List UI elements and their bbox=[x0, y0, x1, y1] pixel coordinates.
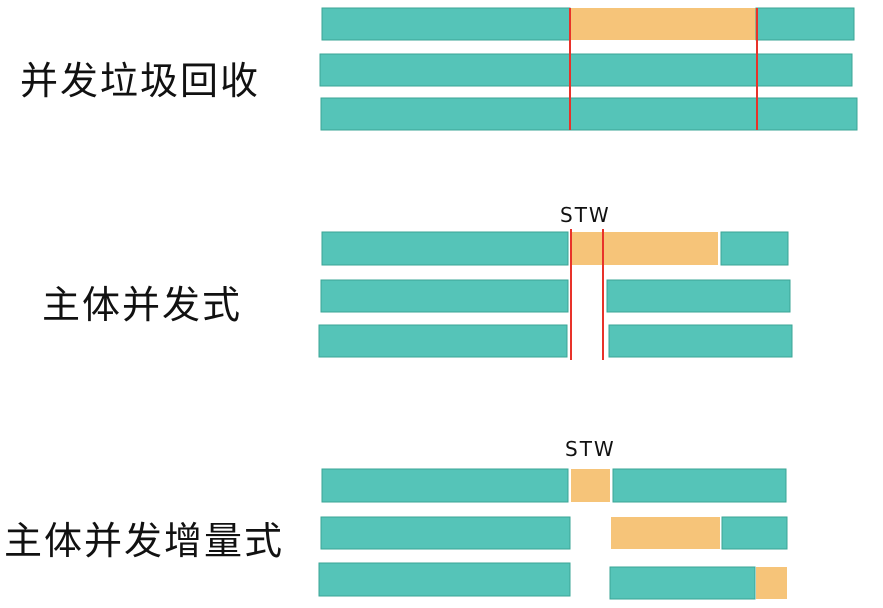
app-thread-segment bbox=[608, 324, 793, 358]
app-thread-segment bbox=[606, 279, 791, 313]
stw-label: STW bbox=[560, 203, 611, 227]
app-thread-segment bbox=[321, 7, 571, 41]
section-mostly-concurrent-incremental bbox=[318, 468, 788, 600]
gc-thread-segment bbox=[571, 232, 718, 265]
app-thread-segment bbox=[720, 231, 789, 266]
app-thread-segment bbox=[612, 468, 787, 503]
app-thread-segment bbox=[320, 516, 571, 550]
mostly-concurrent-incremental-label: 主体并发增量式 bbox=[4, 519, 285, 563]
gc-thread-segment bbox=[571, 469, 610, 502]
mostly-concurrent-label: 主体并发式 bbox=[42, 283, 243, 327]
gc-thread-segment bbox=[756, 567, 787, 599]
app-thread-segment bbox=[609, 566, 756, 600]
app-thread-segment bbox=[319, 53, 853, 87]
app-thread-segment bbox=[755, 7, 855, 41]
app-thread-segment bbox=[320, 279, 569, 313]
section-concurrent-gc bbox=[319, 7, 858, 131]
gc-thread-segment bbox=[570, 8, 756, 40]
app-thread-segment bbox=[318, 324, 568, 358]
app-thread-segment bbox=[721, 516, 788, 550]
stw-label: STW bbox=[565, 437, 616, 461]
app-thread-segment bbox=[318, 562, 571, 597]
gc-thread-segment bbox=[611, 517, 720, 549]
section-mostly-concurrent bbox=[318, 229, 793, 360]
concurrent-gc-label: 并发垃圾回收 bbox=[20, 59, 261, 103]
app-thread-segment bbox=[320, 97, 858, 131]
app-thread-segment bbox=[321, 468, 569, 503]
app-thread-segment bbox=[321, 231, 569, 266]
